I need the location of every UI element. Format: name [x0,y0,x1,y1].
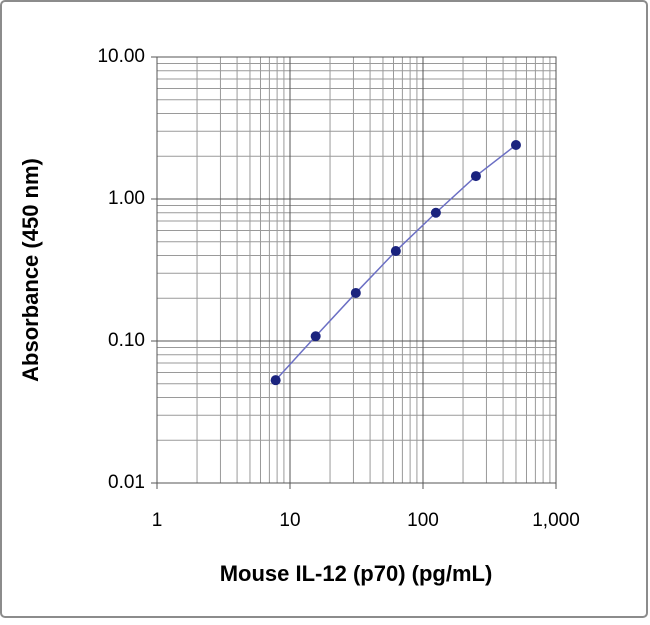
y-tick-label: 0.10 [108,330,145,351]
y-tick-label: 10.00 [97,46,145,67]
y-axis-title: Absorbance (450 nm) [18,158,43,382]
data-point [350,287,361,298]
x-tick-label: 1,000 [532,510,580,531]
x-axis-title: Mouse IL-12 (p70) (pg/mL) [220,561,493,586]
data-point [310,331,321,342]
data-point [430,207,441,218]
data-point [470,171,481,182]
y-tick-label: 1.00 [108,188,145,209]
data-point [390,246,401,257]
x-tick-label: 10 [279,510,300,531]
plot-border [156,56,557,484]
x-tick-label: 100 [407,510,439,531]
data-point [270,375,281,386]
data-point [510,140,521,151]
x-tick-label: 1 [152,510,163,531]
y-tick-label: 0.01 [108,472,145,493]
